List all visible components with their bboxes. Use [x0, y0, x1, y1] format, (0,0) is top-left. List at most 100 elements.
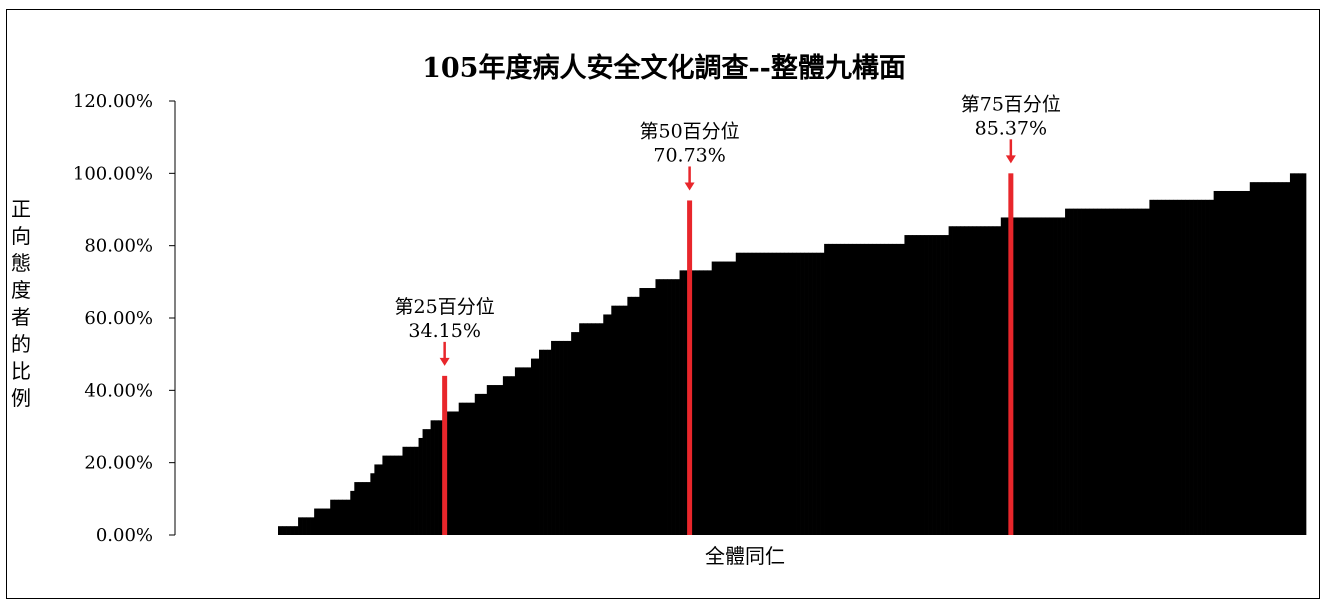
bar [1044, 217, 1050, 535]
bar [840, 243, 845, 535]
bar [924, 235, 929, 535]
percentile-label: 第50百分位 [640, 120, 740, 142]
y-axis-label-char: 例 [11, 386, 31, 410]
bar [1137, 208, 1142, 535]
bar [599, 323, 604, 535]
bar [1036, 217, 1042, 535]
bar [1053, 217, 1058, 535]
bar [522, 367, 528, 535]
bar [1161, 199, 1166, 535]
bar [1032, 217, 1038, 535]
bar [1301, 173, 1307, 535]
bar [1105, 208, 1110, 535]
bar [398, 455, 403, 535]
y-axis-label: 正向態度者的比例 [8, 196, 34, 412]
bar [1113, 208, 1118, 535]
bar [302, 517, 307, 535]
bar [506, 376, 512, 535]
bar [474, 393, 480, 535]
bar [1081, 208, 1086, 535]
bar [1040, 217, 1046, 535]
percentile-marker-line [1008, 173, 1014, 535]
bar [310, 517, 315, 535]
bar [430, 420, 435, 535]
y-tick-label: 20.00% [84, 453, 153, 474]
bar [763, 252, 769, 535]
bar [358, 482, 363, 535]
percentile-value-label: 34.15% [408, 320, 480, 342]
bar [535, 358, 540, 535]
bar [1221, 190, 1227, 536]
bar [699, 270, 705, 535]
bar [619, 305, 624, 535]
y-axis-label-char: 向 [11, 224, 31, 248]
bar [723, 261, 729, 535]
bar [1257, 182, 1263, 535]
bar [1125, 208, 1130, 535]
bar [1097, 208, 1102, 535]
bar [972, 226, 978, 535]
bar [1177, 199, 1182, 535]
bar [374, 464, 379, 535]
bar [1012, 217, 1018, 535]
chart-title: 105年度病人安全文化調查--整體九構面 [422, 53, 906, 84]
bar [1109, 208, 1114, 535]
bar [502, 376, 508, 535]
bar [900, 243, 905, 535]
bar [615, 305, 620, 535]
bar [968, 226, 974, 535]
bar [944, 235, 949, 535]
bar [623, 305, 628, 535]
bar [611, 305, 616, 535]
bar [1000, 217, 1006, 535]
bar [306, 517, 311, 535]
bar [731, 261, 737, 535]
bar [382, 455, 387, 535]
bar [936, 235, 941, 535]
bar [1069, 208, 1074, 535]
bar [1169, 199, 1174, 535]
bar [796, 252, 801, 535]
bar [1149, 199, 1154, 535]
bar [422, 429, 427, 535]
bar [988, 226, 994, 535]
bar [1153, 199, 1158, 535]
bar [1253, 182, 1259, 535]
percentile-arrow-head [1005, 155, 1016, 164]
bar [434, 420, 439, 535]
bar [659, 279, 664, 535]
bar [627, 296, 632, 535]
bar [1297, 173, 1303, 535]
bar [767, 252, 773, 535]
bar [406, 446, 411, 535]
bar [787, 252, 793, 535]
bar [1265, 182, 1271, 535]
bar [1157, 199, 1162, 535]
bar [779, 252, 785, 535]
bar [820, 252, 825, 535]
bar [804, 252, 809, 535]
bar [350, 490, 355, 535]
bar [446, 411, 452, 535]
bar [727, 261, 733, 535]
bar [1049, 217, 1054, 535]
bar [579, 323, 584, 535]
bar [832, 243, 837, 535]
bar [402, 446, 407, 535]
bar [338, 499, 343, 535]
bar [1065, 208, 1070, 535]
y-axis-label-char: 比 [11, 359, 31, 383]
y-tick-label: 0.00% [96, 525, 153, 546]
bar [663, 279, 668, 535]
bar [1165, 199, 1170, 535]
bar [743, 252, 749, 535]
bar [1213, 190, 1219, 536]
bar [1197, 199, 1202, 535]
bar [1249, 182, 1255, 535]
bar [864, 243, 869, 535]
bar [980, 226, 986, 535]
bar [984, 226, 990, 535]
bar [1209, 199, 1214, 535]
percentile-value-label: 70.73% [653, 144, 725, 166]
bar [808, 252, 813, 535]
